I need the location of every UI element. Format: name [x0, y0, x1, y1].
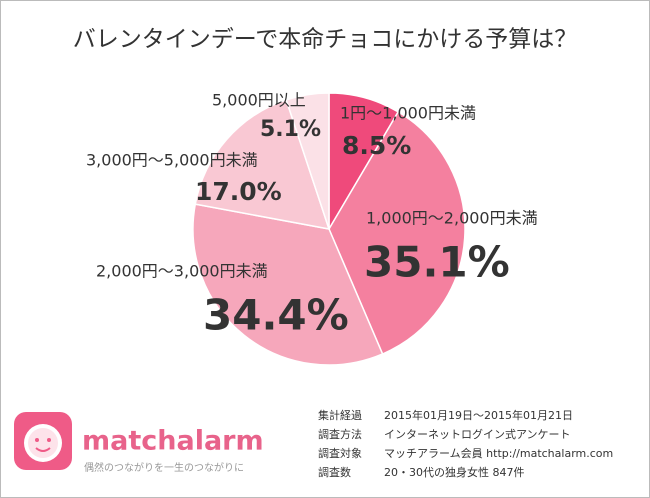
pie-slice	[285, 92, 330, 230]
value-label: 17.0%	[195, 177, 282, 206]
survey-label: 調査対象	[318, 446, 362, 460]
slice-label: 1円～1,000円未満	[340, 104, 476, 123]
survey-value: インターネットログイン式アンケート	[384, 427, 571, 441]
survey-value: 2015年01月19日～2015年01月21日	[384, 408, 573, 422]
value-label: 8.5%	[342, 131, 411, 160]
value-label: 5.1%	[260, 117, 321, 142]
survey-label: 調査数	[318, 465, 351, 479]
logo-icon	[14, 412, 72, 470]
chart-title: バレンタインデーで本命チョコにかける予算は？	[73, 27, 578, 53]
pie-slice	[192, 203, 384, 366]
survey-label: 集計経過	[318, 408, 362, 422]
pie-slice	[194, 98, 331, 230]
survey-value: マッチアラーム会員 http://matchalarm.com	[384, 447, 613, 460]
tagline: 偶然のつながりを一生のつながりに	[84, 461, 244, 474]
value-label: 34.4%	[203, 291, 349, 340]
slice-label: 1,000円～2,000円未満	[366, 209, 538, 228]
logo-text: matchalarm	[82, 426, 264, 457]
value-label: 35.1%	[364, 238, 510, 287]
slice-label: 5,000円以上	[212, 91, 306, 110]
survey-label: 調査方法	[318, 427, 362, 441]
slice-label: 3,000円～5,000円未満	[86, 151, 258, 170]
survey-value: 20・30代の独身女性 847件	[384, 465, 525, 479]
pie-slice	[328, 110, 466, 355]
slice-label: 2,000円～3,000円未満	[96, 262, 268, 281]
